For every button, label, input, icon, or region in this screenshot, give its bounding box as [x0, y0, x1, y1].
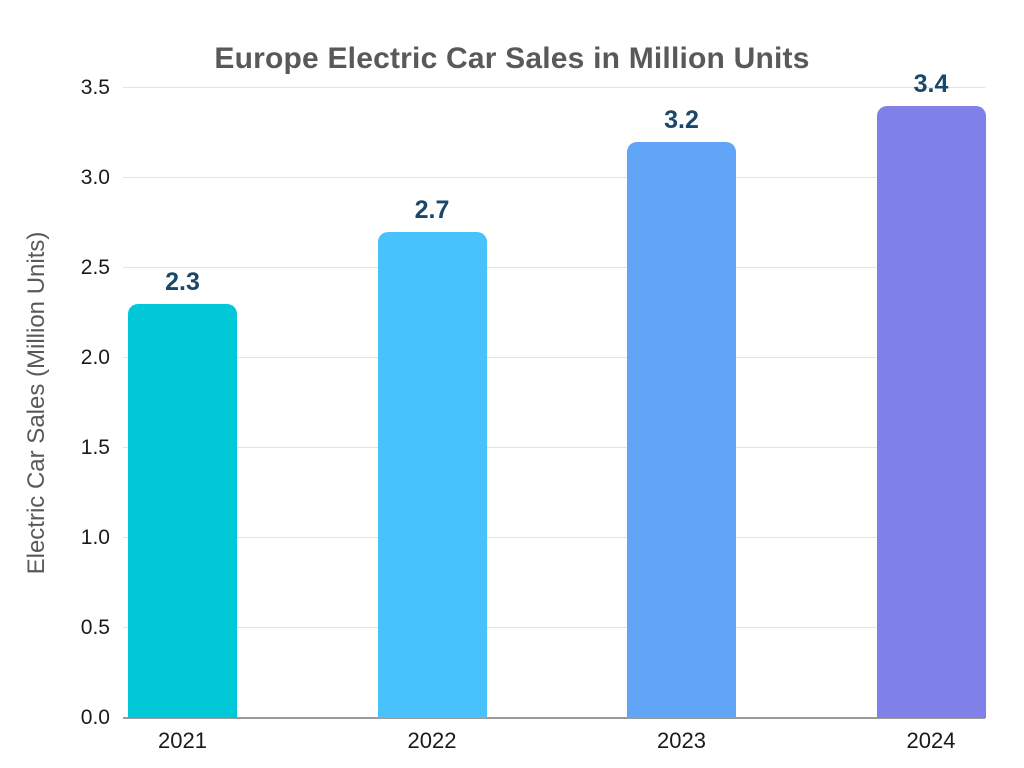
- plot-area: 2.3 2021 2.7 2022 3.2 2023 3.4 2024: [123, 70, 986, 753]
- y-tick-label-0.0: 0.0: [80, 706, 110, 729]
- gridline-2.0: [123, 357, 985, 358]
- gridline-1.0: [123, 537, 985, 538]
- y-tick-label-1.0: 1.0: [80, 526, 110, 549]
- bar-2024: 3.4: [876, 70, 986, 718]
- y-tick-label-2.0: 2.0: [80, 346, 110, 369]
- y-tick-label-3.5: 3.5: [80, 76, 110, 99]
- y-tick-label-2.5: 2.5: [80, 256, 110, 279]
- x-tick-label-2023: 2023: [657, 728, 706, 753]
- gridline-0.5: [123, 627, 985, 628]
- chart-title: Europe Electric Car Sales in Million Uni…: [214, 42, 810, 75]
- gridline-3.0: [123, 177, 985, 178]
- y-tick-label-0.5: 0.5: [80, 616, 110, 639]
- bar-value-label-2022: 2.7: [414, 196, 450, 224]
- y-axis-title-text: Electric Car Sales (Million Units): [23, 231, 50, 575]
- bar-2021: 2.3: [128, 268, 237, 718]
- y-tick-label-3.0: 3.0: [80, 166, 110, 189]
- bar-value-label-2024: 3.4: [913, 70, 949, 98]
- gridline-2.5: [123, 267, 985, 268]
- bar-value-label-2021: 2.3: [165, 268, 200, 296]
- bar-value-label-2023: 3.2: [664, 106, 699, 134]
- bar-2022: 2.7: [377, 196, 487, 718]
- x-axis-line: [123, 717, 985, 719]
- gridline-1.5: [123, 447, 985, 448]
- x-tick-label-2024: 2024: [906, 728, 956, 753]
- bar-2023: 3.2: [627, 106, 736, 718]
- x-tick-label-2022: 2022: [407, 728, 457, 753]
- y-tick-label-1.5: 1.5: [80, 436, 110, 459]
- x-tick-label-2021: 2021: [158, 728, 207, 753]
- gridline-3.5: [123, 87, 985, 88]
